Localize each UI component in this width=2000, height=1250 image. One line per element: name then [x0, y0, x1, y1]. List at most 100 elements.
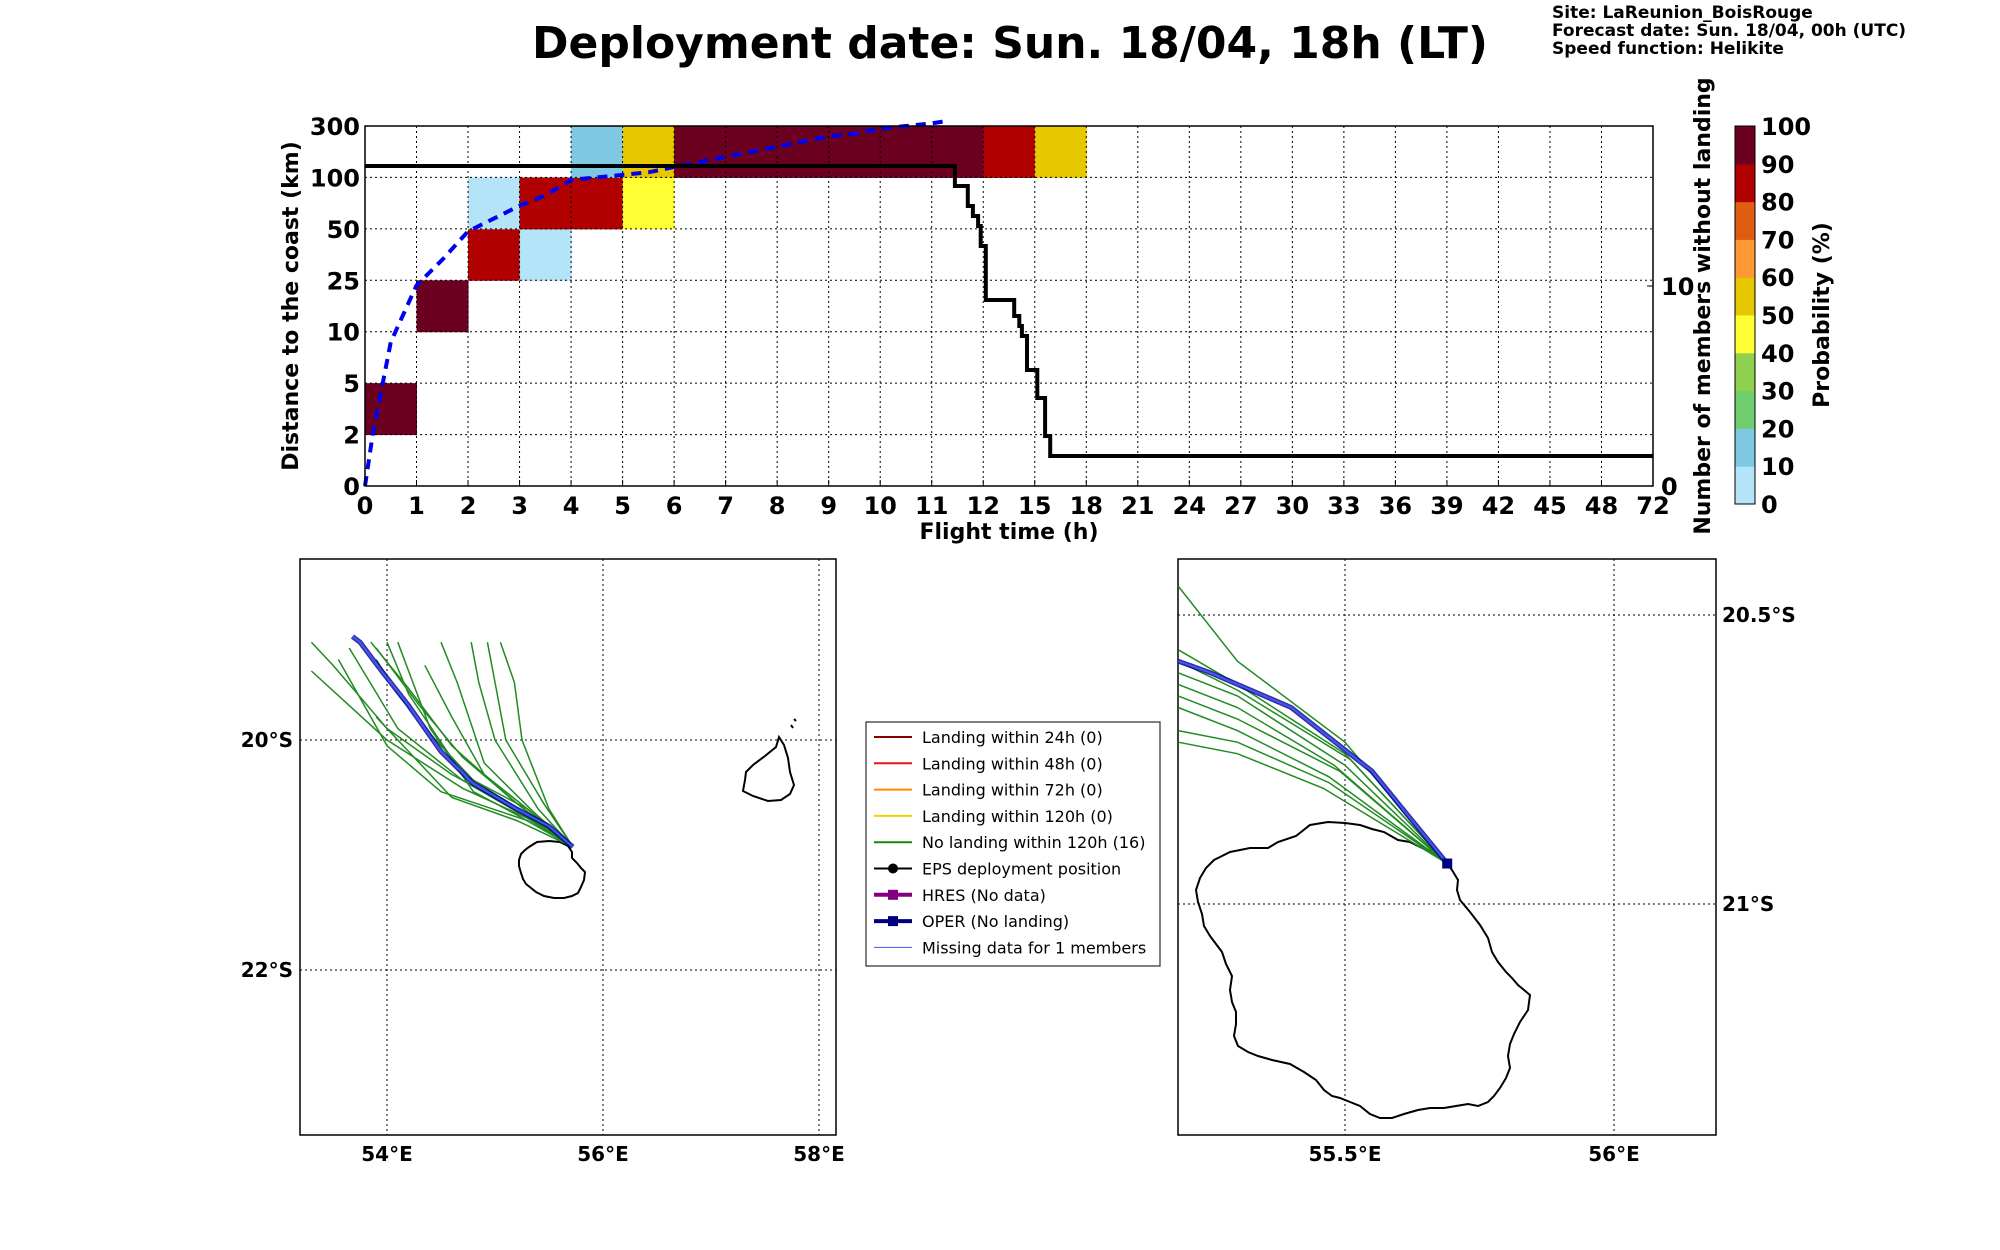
colorbar-bin [1735, 201, 1755, 240]
legend-label: Landing within 120h (0) [922, 807, 1113, 826]
heatmap-cell [622, 177, 675, 230]
map1-x-tick-label: 58°E [793, 1142, 845, 1166]
legend-label: Missing data for 1 members [922, 938, 1146, 957]
x-tick-label: 21 [1121, 492, 1154, 520]
colorbar: 0 10 20 30 40 50 60 70 80 90 100 Probability (%) [1734, 113, 1835, 519]
map2-member-track [1178, 729, 1448, 865]
x-tick-label: 39 [1430, 492, 1463, 520]
map2-missing-track [1177, 660, 1448, 865]
legend-label: EPS deployment position [922, 860, 1121, 879]
colorbar-tick-label: 80 [1761, 189, 1794, 217]
map2-y-tick-label: 21°S [1722, 892, 1774, 916]
x-tick-label: 2 [460, 492, 477, 520]
x-tick-label: 7 [717, 492, 734, 520]
map1-member-track [486, 642, 574, 848]
map2-trajectories [1177, 585, 1453, 869]
legend-item: Landing within 120h (0) [874, 807, 1113, 826]
colorbar-tick-label: 20 [1761, 415, 1794, 443]
y-tick-label: 300 [310, 113, 360, 141]
colorbar-tick-label: 70 [1761, 226, 1794, 254]
map1-grid [300, 559, 836, 1135]
map-panel-zoom: 55.5°E 56°E 20.5°S 21°S [1177, 558, 1796, 1166]
map1-y-tick-label: 22°S [241, 958, 293, 982]
map1-member-track [337, 659, 574, 848]
distance-mean-line [363, 118, 948, 487]
figure-title: Deployment date: Sun. 18/04, 18h (LT) [532, 18, 1488, 69]
legend-marker [888, 889, 898, 900]
legend-item: OPER (No landing) [874, 912, 1069, 931]
heatmap-cell [931, 126, 984, 178]
heatmap-grid [365, 126, 1653, 486]
map1-x-tick-label: 56°E [577, 1142, 629, 1166]
x-tick-label: 27 [1224, 492, 1257, 520]
colorbar-bin [1735, 352, 1755, 392]
heatmap-cells [365, 126, 1087, 436]
x-tick-label: 11 [915, 492, 948, 520]
x-tick-label: 48 [1585, 492, 1618, 520]
heatmap-frame [364, 125, 1654, 487]
x-tick-label: 42 [1482, 492, 1515, 520]
colorbar-bin [1735, 126, 1755, 165]
y-tick-label: 50 [327, 216, 360, 244]
legend-item: Landing within 48h (0) [874, 754, 1103, 773]
map2-y-tick-label: 20.5°S [1722, 603, 1796, 627]
legend-label: Landing within 24h (0) [922, 728, 1103, 747]
reunion-coastline [518, 839, 587, 899]
x-axis-label: Flight time (h) [919, 520, 1098, 545]
x-tick-label: 8 [769, 492, 786, 520]
y2-tick-label: 10 [1661, 273, 1694, 301]
y-tick-label: 2 [343, 422, 360, 450]
mauritius-coastline [741, 734, 796, 803]
colorbar-bin [1735, 466, 1755, 505]
legend-frame [865, 721, 1161, 967]
rodrigues-islet-1 [790, 724, 794, 729]
colorbar-frame [1734, 125, 1756, 505]
colorbar-tick-label: 40 [1761, 340, 1794, 368]
heatmap-cell [468, 228, 521, 281]
x-tick-label: 1 [408, 492, 425, 520]
colorbar-tick-label: 0 [1761, 491, 1778, 519]
legend-item: EPS deployment position [874, 860, 1121, 879]
y-tick-label: 0 [343, 473, 360, 501]
y2-axis-label: Number of members without landing [1691, 77, 1716, 534]
map1-y-tick-labels: 20°S 22°S [241, 728, 293, 982]
speed-label: Speed function: Helikite [1552, 39, 1784, 59]
x-tick-label: 4 [563, 492, 580, 520]
legend-label: No landing within 120h (16) [922, 833, 1145, 852]
legend: Landing within 24h (0) Landing within 48h… [865, 721, 1161, 967]
colorbar-bin [1735, 428, 1755, 467]
x-tick-label: 24 [1173, 492, 1206, 520]
x-tick-label: 45 [1533, 492, 1566, 520]
heatmap-cell [880, 126, 933, 178]
map1-x-tick-label: 54°E [361, 1142, 413, 1166]
site-label: Site: LaReunion_BoisRouge [1552, 3, 1813, 23]
x-tick-label: 5 [614, 492, 631, 520]
colorbar-bin [1735, 163, 1755, 203]
x-tick-label: 30 [1276, 492, 1309, 520]
x-tick-label: 36 [1379, 492, 1412, 520]
legend-item: Landing within 24h (0) [874, 728, 1103, 747]
colorbar-tick-label: 30 [1761, 378, 1794, 406]
heatmap-cell [1034, 126, 1087, 178]
legend-marker [888, 863, 898, 874]
map1-missing-track [351, 635, 574, 848]
legend-item: HRES (No data) [874, 886, 1046, 905]
y-tick-label: 10 [327, 319, 360, 347]
map2-x-tick-label: 55.5°E [1308, 1142, 1381, 1166]
members-without-landing-line [365, 164, 1653, 458]
colorbar-bin [1735, 315, 1755, 354]
colorbar-bins [1735, 126, 1755, 505]
y-tick-label: 25 [327, 267, 360, 295]
y-tick-label: 5 [343, 370, 360, 398]
colorbar-bin [1735, 239, 1755, 278]
colorbar-tick-label: 10 [1761, 453, 1794, 481]
y-tick-label: 100 [310, 164, 360, 192]
colorbar-bin [1735, 277, 1755, 316]
legend-label: OPER (No landing) [922, 912, 1069, 931]
y2-tick-label: 0 [1661, 473, 1678, 501]
map1-member-track [499, 641, 574, 848]
heatmap-lines [363, 118, 1653, 487]
map2-launch-marker [1442, 858, 1453, 869]
legend-label: Landing within 72h (0) [922, 781, 1103, 800]
y-axis-label: Distance to the coast (km) [279, 141, 304, 471]
